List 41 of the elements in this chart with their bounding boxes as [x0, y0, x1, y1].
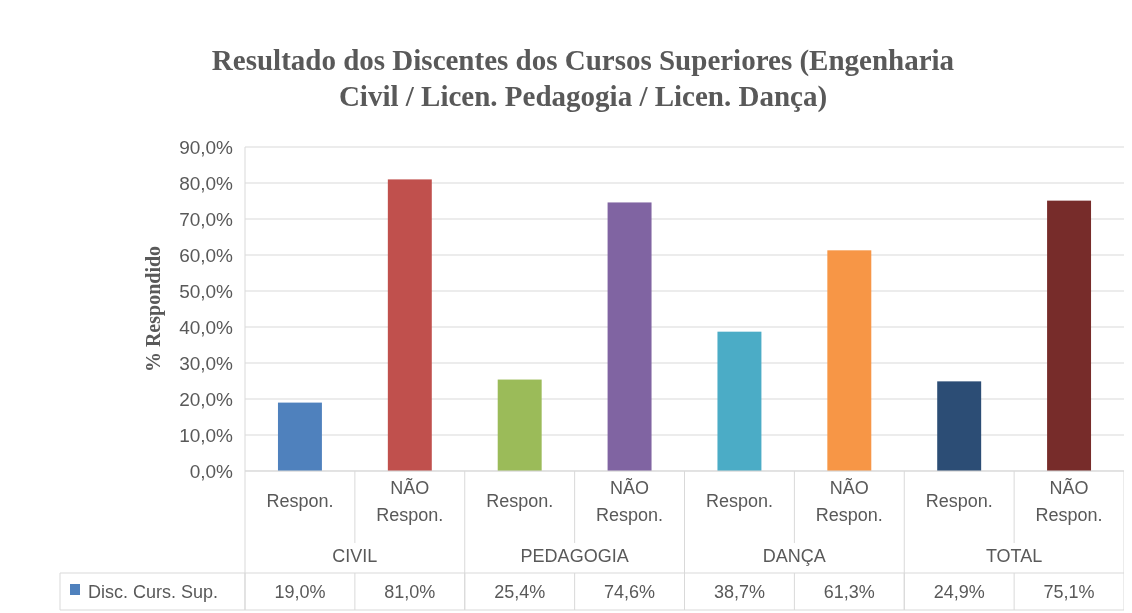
y-axis-title: % Respondido: [142, 245, 165, 373]
data-label: 19,0%: [274, 581, 326, 602]
x-tick-label: NÃO Respon.: [815, 477, 883, 525]
y-tick-label: 30,0%: [179, 352, 234, 374]
legend-label: Disc. Curs. Sup.: [88, 581, 219, 602]
y-tick-label: 40,0%: [179, 316, 234, 338]
bar: [717, 331, 762, 471]
y-tick-label: 20,0%: [179, 388, 234, 410]
y-tick-label: 70,0%: [179, 208, 234, 230]
data-label: 74,6%: [604, 581, 656, 602]
y-tick-label: 80,0%: [179, 172, 234, 194]
x-tick-label: NÃO Respon.: [596, 477, 664, 525]
chart-title: Resultado dos Discentes dos Cursos Superiores (Engenharia Civil / Licen. Pedagogia / Licen. Dança): [211, 44, 955, 113]
x-tick-label: NÃO Respon.: [1035, 477, 1103, 525]
bar: [607, 202, 652, 471]
data-label: 38,7%: [713, 581, 765, 602]
x-tick-label: Respon.: [925, 491, 993, 511]
y-tick-label: 10,0%: [179, 424, 234, 446]
x-tick-label: Respon.: [705, 491, 773, 511]
text: CIVIL: [332, 546, 378, 566]
data-label: 25,4%: [494, 581, 546, 602]
x-tick-label: Respon.: [266, 491, 334, 511]
x-tick-label: Respon.: [486, 491, 554, 511]
x-tick-label: NÃO Respon.: [376, 477, 444, 525]
bar: [827, 250, 872, 471]
data-label: 81,0%: [384, 581, 436, 602]
y-tick-label: 60,0%: [179, 244, 234, 266]
y-tick-label: 90,0%: [179, 136, 234, 158]
y-tick-label: 50,0%: [179, 280, 234, 302]
data-label: 61,3%: [823, 581, 875, 602]
bar: [937, 381, 982, 471]
text: PEDAGOGIA: [520, 546, 629, 566]
text: TOTAL: [985, 546, 1043, 566]
bar: [387, 179, 432, 471]
bar: [277, 402, 322, 471]
bar: [1047, 200, 1092, 471]
data-label: 75,1%: [1043, 581, 1095, 602]
y-tick-label: 0,0%: [189, 460, 234, 482]
bar: [497, 379, 542, 471]
data-label: 24,9%: [933, 581, 985, 602]
text: DANÇA: [762, 546, 826, 566]
